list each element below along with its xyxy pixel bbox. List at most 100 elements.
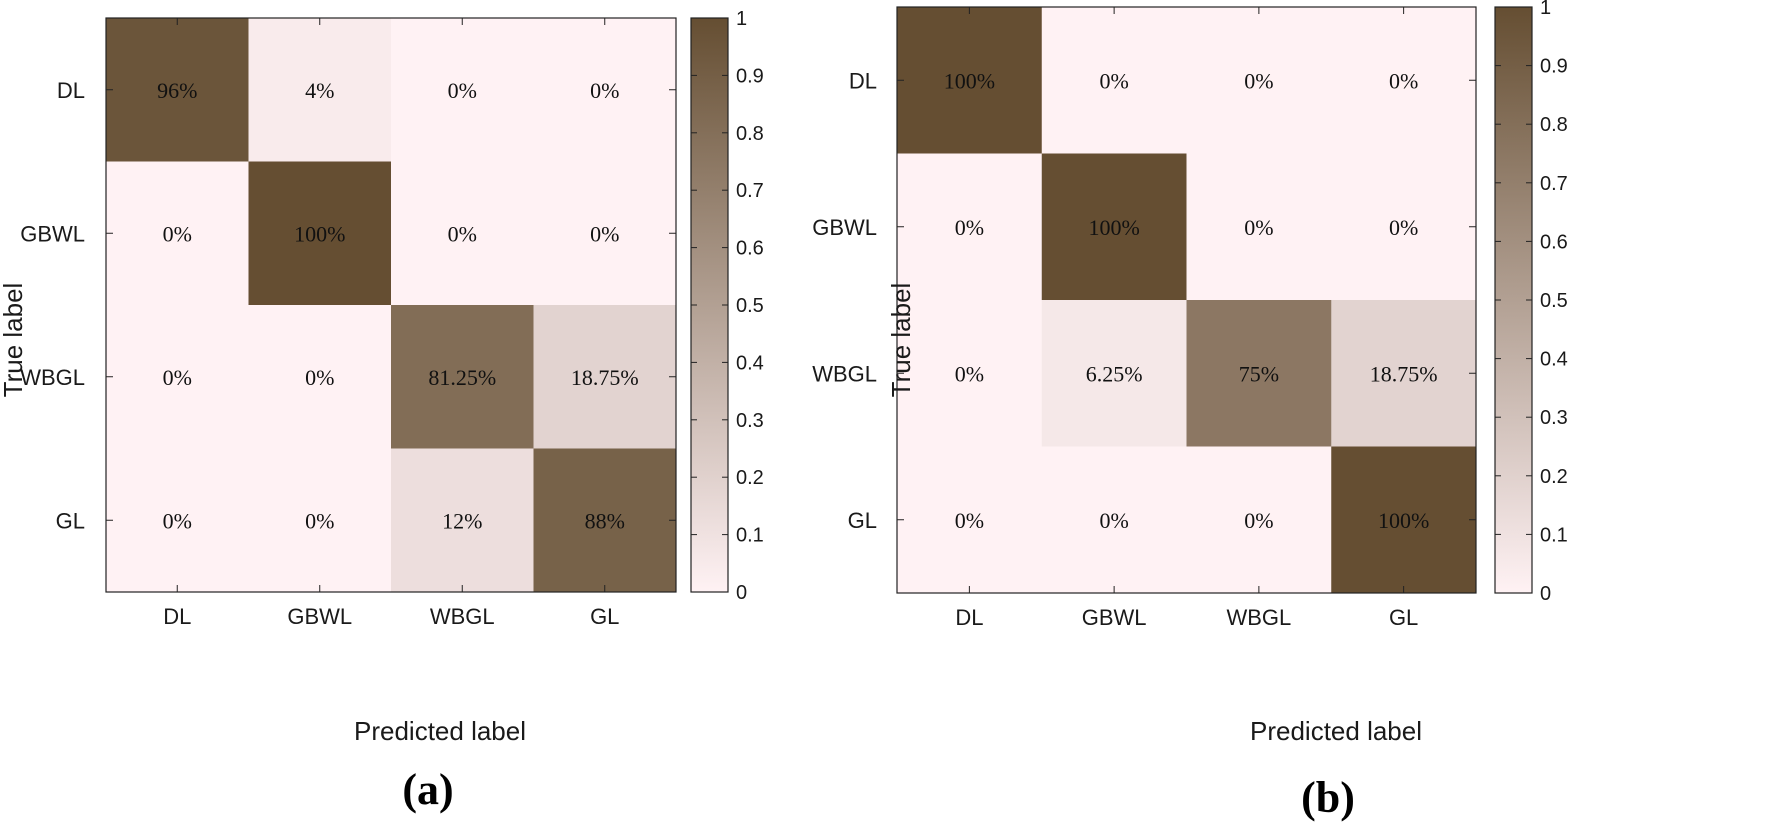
cell-gbwl-dl xyxy=(106,161,249,306)
panel-b-panel-label: (b) xyxy=(1301,773,1355,822)
cell-dl-gbwl xyxy=(1041,7,1187,154)
panel-b-frame xyxy=(896,6,1477,594)
y-tick-label: WBGL xyxy=(20,365,85,390)
cell-gbwl-gbwl xyxy=(248,161,392,306)
cell-dl-wbgl xyxy=(1186,7,1332,154)
cell-wbgl-gbwl xyxy=(1041,300,1187,447)
x-tick-label: WBGL xyxy=(430,604,495,629)
x-tick-label: GBWL xyxy=(1082,605,1147,630)
x-tick-label: GL xyxy=(590,604,619,629)
cell-value-label: 0% xyxy=(955,508,984,533)
colorbar-tick-label: 0.2 xyxy=(1540,466,1568,488)
cell-gl-gl xyxy=(1331,446,1477,594)
colorbar-tick-label: 0.9 xyxy=(1540,56,1568,78)
cell-wbgl-dl xyxy=(897,300,1043,447)
cell-value-label: 81.25% xyxy=(428,365,496,390)
cell-value-label: 0% xyxy=(305,365,334,390)
cell-value-label: 0% xyxy=(1389,68,1418,93)
colorbar-tick-label: 0.5 xyxy=(736,295,764,317)
cell-wbgl-gbwl xyxy=(248,305,392,449)
cell-wbgl-dl xyxy=(106,305,249,449)
cell-dl-gbwl xyxy=(248,18,392,162)
y-tick-label: DL xyxy=(849,68,877,93)
colorbar-tick-label: 0.6 xyxy=(1540,231,1568,253)
cell-value-label: 100% xyxy=(944,68,995,93)
cell-dl-gl xyxy=(1331,7,1477,154)
cell-value-label: 0% xyxy=(163,508,192,533)
panel-a-y-axis-label: True label xyxy=(0,283,28,398)
cell-dl-dl xyxy=(106,18,249,162)
cell-wbgl-wbgl xyxy=(391,305,534,449)
cell-value-label: 18.75% xyxy=(1370,361,1438,386)
cell-value-label: 0% xyxy=(1244,508,1273,533)
cell-value-label: 96% xyxy=(157,78,197,103)
y-tick-label: GL xyxy=(56,508,85,533)
colorbar-tick-label: 1 xyxy=(1540,0,1551,19)
colorbar-tick-label: 0.7 xyxy=(1540,173,1568,195)
x-tick-label: GL xyxy=(1389,605,1418,630)
colorbar-tick-label: 0.6 xyxy=(736,238,764,260)
cell-value-label: 0% xyxy=(1244,68,1273,93)
cell-value-label: 88% xyxy=(585,508,625,533)
y-tick-label: DL xyxy=(57,78,85,103)
colorbar-tick-label: 0.2 xyxy=(736,467,764,489)
colorbar-tick-label: 0 xyxy=(736,582,747,604)
cell-value-label: 0% xyxy=(163,221,192,246)
colorbar-tick-label: 0.7 xyxy=(736,180,764,202)
cell-value-label: 18.75% xyxy=(571,365,639,390)
panel-a-tick-labels: DL DL GBWL GBWL WBGL WBGL GL GL xyxy=(20,78,619,629)
cell-gbwl-gl xyxy=(1331,153,1477,301)
cell-value-label: 0% xyxy=(590,78,619,103)
panel-a-x-axis-label: Predicted label xyxy=(354,716,526,746)
colorbar-tick-label: 0.5 xyxy=(1540,290,1568,312)
cell-gbwl-wbgl xyxy=(1186,153,1332,301)
cell-value-label: 100% xyxy=(1378,508,1429,533)
colorbar-tick-label: 0.1 xyxy=(1540,524,1568,546)
cell-value-label: 12% xyxy=(442,508,482,533)
plot-frame xyxy=(896,6,1477,594)
x-tick-label: GBWL xyxy=(287,604,352,629)
cell-dl-wbgl xyxy=(391,18,534,162)
x-tick-label: WBGL xyxy=(1226,605,1291,630)
cell-value-label: 6.25% xyxy=(1086,361,1143,386)
cell-value-label: 4% xyxy=(305,78,334,103)
cell-wbgl-wbgl xyxy=(1186,300,1332,447)
panel-a-confusion-matrix: 96% 4% 0% 0% 0% 100% 0% 0% 0% 0% 81.25% 18.75% 0% 0% 1… xyxy=(0,8,764,814)
cell-gl-gbwl xyxy=(1041,446,1187,594)
y-tick-label: GBWL xyxy=(20,221,85,246)
cell-gbwl-gl xyxy=(533,161,677,306)
y-tick-label: GL xyxy=(848,508,877,533)
cell-gbwl-gbwl xyxy=(1041,153,1187,301)
panel-b-tick-labels: DL DL GBWL GBWL WBGL WBGL GL GL xyxy=(812,68,1418,630)
cell-value-label: 0% xyxy=(448,78,477,103)
cell-value-label: 100% xyxy=(1088,215,1139,240)
cell-wbgl-gl xyxy=(533,305,677,449)
cell-value-label: 0% xyxy=(448,221,477,246)
panel-a-cells xyxy=(106,18,677,593)
cell-gbwl-wbgl xyxy=(391,161,534,306)
colorbar-tick-label: 0.4 xyxy=(1540,349,1568,371)
cell-gl-dl xyxy=(897,446,1043,594)
cell-gl-gbwl xyxy=(248,448,392,593)
cell-value-label: 0% xyxy=(305,508,334,533)
colorbar-gradient xyxy=(1495,7,1532,593)
colorbar-tick-label: 0 xyxy=(1540,583,1551,605)
panel-a-frame xyxy=(105,17,677,593)
colorbar-tick-label: 0.8 xyxy=(1540,114,1568,136)
cell-gl-wbgl xyxy=(391,448,534,593)
cell-gl-gl xyxy=(533,448,677,593)
panel-a-panel-label: (a) xyxy=(402,765,453,814)
cell-dl-dl xyxy=(897,7,1043,154)
cell-value-label: 0% xyxy=(1389,215,1418,240)
x-tick-label: DL xyxy=(955,605,983,630)
panel-b-confusion-matrix: 100% 0% 0% 0%0% 100% 0% 0%0% 6.25% 75% 18.75%0% 0%… xyxy=(812,0,1568,822)
cell-value-label: 75% xyxy=(1239,361,1279,386)
panel-a-colorbar: 0 0.1 0.2 0.3 0.4 0.5 0.6 0.7 0.8 0.9 1 xyxy=(690,8,764,604)
y-tick-label: GBWL xyxy=(812,215,877,240)
colorbar-tick-label: 0.9 xyxy=(736,65,764,87)
x-tick-label: DL xyxy=(163,604,191,629)
colorbar-tick-label: 0.3 xyxy=(1540,407,1568,429)
cell-value-label: 100% xyxy=(294,221,345,246)
cell-dl-gl xyxy=(533,18,677,162)
